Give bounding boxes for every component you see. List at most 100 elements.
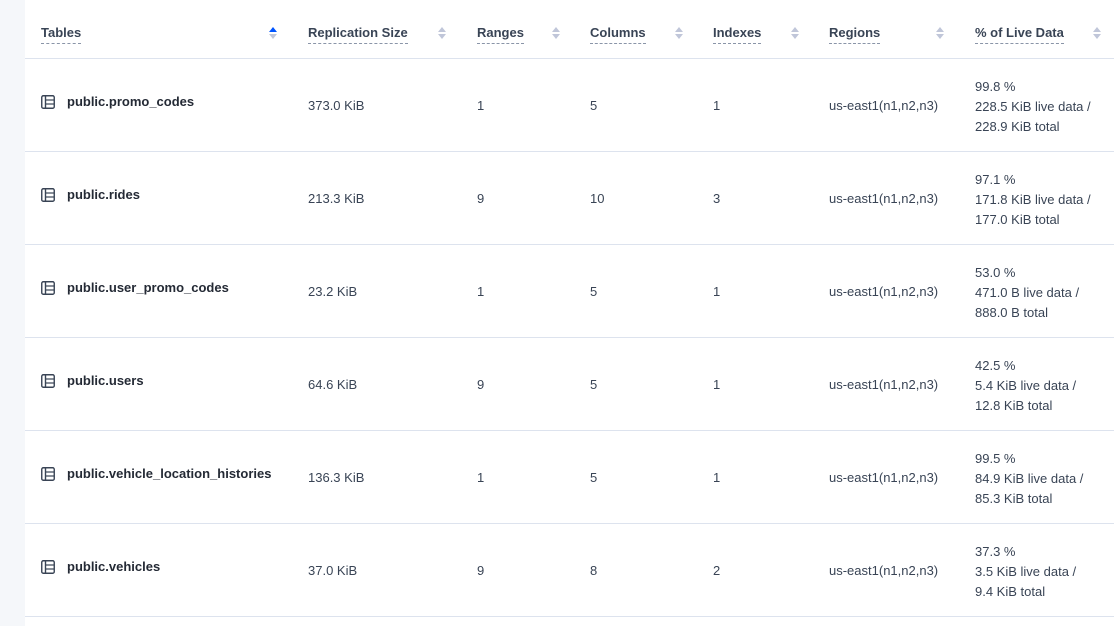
table-cell: 5 (574, 337, 697, 431)
sort-icon[interactable] (269, 27, 277, 41)
replication-size: 373.0 KiB (308, 98, 365, 113)
table-cell: 37.3 % 3.5 KiB live data / 9.4 KiB total (959, 523, 1114, 617)
table-cell: 99.5 % 84.9 KiB live data / 85.3 KiB tot… (959, 430, 1114, 524)
tables-table: Tables Replication Size Ranges Columns I… (25, 0, 1114, 617)
table-icon (41, 560, 55, 574)
table-cell: 5 (574, 58, 697, 152)
table-cell: 136.3 KiB (292, 430, 461, 524)
live-percent: 97.1 % (975, 172, 1016, 187)
table-row: public.vehicle_location_histories 136.3 … (25, 430, 1114, 524)
live-percent: 99.8 % (975, 79, 1016, 94)
ranges-count: 9 (477, 563, 485, 578)
table-name-link[interactable]: public.vehicles (67, 559, 161, 574)
sort-icon[interactable] (936, 27, 944, 41)
columns-count: 10 (590, 191, 605, 206)
table-name-link[interactable]: public.users (67, 373, 144, 388)
table-cell: us-east1(n1,n2,n3) (813, 523, 959, 617)
column-header-label[interactable]: % of Live Data (975, 25, 1064, 44)
ranges-count: 1 (477, 470, 485, 485)
sort-down-arrow-icon (269, 34, 277, 39)
table-name-cell: public.rides (25, 151, 292, 245)
column-header-label[interactable]: Columns (590, 25, 646, 44)
table-row: public.vehicles 37.0 KiB 9 8 2 us-east1(… (25, 523, 1114, 617)
sort-icon[interactable] (552, 27, 560, 41)
live-bytes: 471.0 B live data / (975, 285, 1080, 300)
column-header-ranges[interactable]: Ranges (461, 0, 574, 59)
column-header-live-data[interactable]: % of Live Data (959, 0, 1114, 59)
table-row: public.users 64.6 KiB 9 5 1 us-east1(n1,… (25, 337, 1114, 431)
table-cell: 2 (697, 523, 813, 617)
table-cell: us-east1(n1,n2,n3) (813, 430, 959, 524)
column-header-label[interactable]: Regions (829, 25, 881, 44)
columns-count: 5 (590, 284, 598, 299)
table-cell: 1 (697, 337, 813, 431)
total-bytes: 228.9 KiB total (975, 119, 1060, 134)
table-row: public.promo_codes 373.0 KiB 1 5 1 us-ea… (25, 58, 1114, 152)
table-name-link[interactable]: public.rides (67, 187, 140, 202)
column-header-replication-size[interactable]: Replication Size (292, 0, 461, 59)
table-name-link[interactable]: public.promo_codes (67, 94, 195, 109)
table-name-cell: public.promo_codes (25, 58, 292, 152)
indexes-count: 2 (713, 563, 721, 578)
table-cell: us-east1(n1,n2,n3) (813, 151, 959, 245)
live-percent: 42.5 % (975, 358, 1016, 373)
live-bytes: 3.5 KiB live data / (975, 564, 1077, 579)
live-bytes: 84.9 KiB live data / (975, 471, 1084, 486)
sort-down-arrow-icon (791, 34, 799, 39)
ranges-count: 9 (477, 191, 485, 206)
replication-size: 23.2 KiB (308, 284, 358, 299)
table-name-link[interactable]: public.user_promo_codes (67, 280, 229, 295)
regions: us-east1(n1,n2,n3) (829, 563, 939, 578)
ranges-count: 1 (477, 98, 485, 113)
column-header-label[interactable]: Replication Size (308, 25, 408, 44)
sort-up-arrow-icon (936, 27, 944, 32)
sort-up-arrow-icon (269, 27, 277, 32)
indexes-count: 1 (713, 377, 721, 392)
tables-panel: Tables Replication Size Ranges Columns I… (25, 0, 1114, 626)
table-icon (41, 467, 55, 481)
sort-icon[interactable] (438, 27, 446, 41)
table-name-link[interactable]: public.vehicle_location_histories (67, 466, 272, 481)
table-cell: 1 (697, 244, 813, 338)
table-cell: 373.0 KiB (292, 58, 461, 152)
column-header-label[interactable]: Indexes (713, 25, 762, 44)
column-header-regions[interactable]: Regions (813, 0, 959, 59)
table-row: public.rides 213.3 KiB 9 10 3 us-east1(n… (25, 151, 1114, 245)
sort-down-arrow-icon (438, 34, 446, 39)
table-name-cell: public.users (25, 337, 292, 431)
columns-count: 8 (590, 563, 598, 578)
column-header-label[interactable]: Tables (41, 25, 82, 44)
table-cell: 1 (461, 430, 574, 524)
table-cell: us-east1(n1,n2,n3) (813, 58, 959, 152)
table-cell: 99.8 % 228.5 KiB live data / 228.9 KiB t… (959, 58, 1114, 152)
live-data: 53.0 % 471.0 B live data / 888.0 B total (975, 263, 1079, 323)
table-icon (41, 374, 55, 388)
ranges-count: 1 (477, 284, 485, 299)
table-cell: 213.3 KiB (292, 151, 461, 245)
table-name-cell: public.vehicles (25, 523, 292, 617)
sort-icon[interactable] (1093, 27, 1101, 41)
table-cell: 1 (697, 58, 813, 152)
sort-icon[interactable] (675, 27, 683, 41)
live-percent: 37.3 % (975, 544, 1016, 559)
live-data: 42.5 % 5.4 KiB live data / 12.8 KiB tota… (975, 356, 1076, 416)
sort-down-arrow-icon (675, 34, 683, 39)
table-cell: 64.6 KiB (292, 337, 461, 431)
table-cell: 5 (574, 430, 697, 524)
regions: us-east1(n1,n2,n3) (829, 98, 939, 113)
table-row: public.user_promo_codes 23.2 KiB 1 5 1 u… (25, 244, 1114, 338)
table-cell: 1 (461, 58, 574, 152)
replication-size: 64.6 KiB (308, 377, 358, 392)
sort-up-arrow-icon (552, 27, 560, 32)
replication-size: 136.3 KiB (308, 470, 365, 485)
indexes-count: 1 (713, 470, 721, 485)
sort-down-arrow-icon (552, 34, 560, 39)
column-header-indexes[interactable]: Indexes (697, 0, 813, 59)
table-cell: 5 (574, 244, 697, 338)
column-header-columns[interactable]: Columns (574, 0, 697, 59)
table-cell: 9 (461, 151, 574, 245)
column-header-tables[interactable]: Tables (25, 0, 292, 59)
column-header-label[interactable]: Ranges (477, 25, 524, 44)
table-cell: 23.2 KiB (292, 244, 461, 338)
sort-icon[interactable] (791, 27, 799, 41)
